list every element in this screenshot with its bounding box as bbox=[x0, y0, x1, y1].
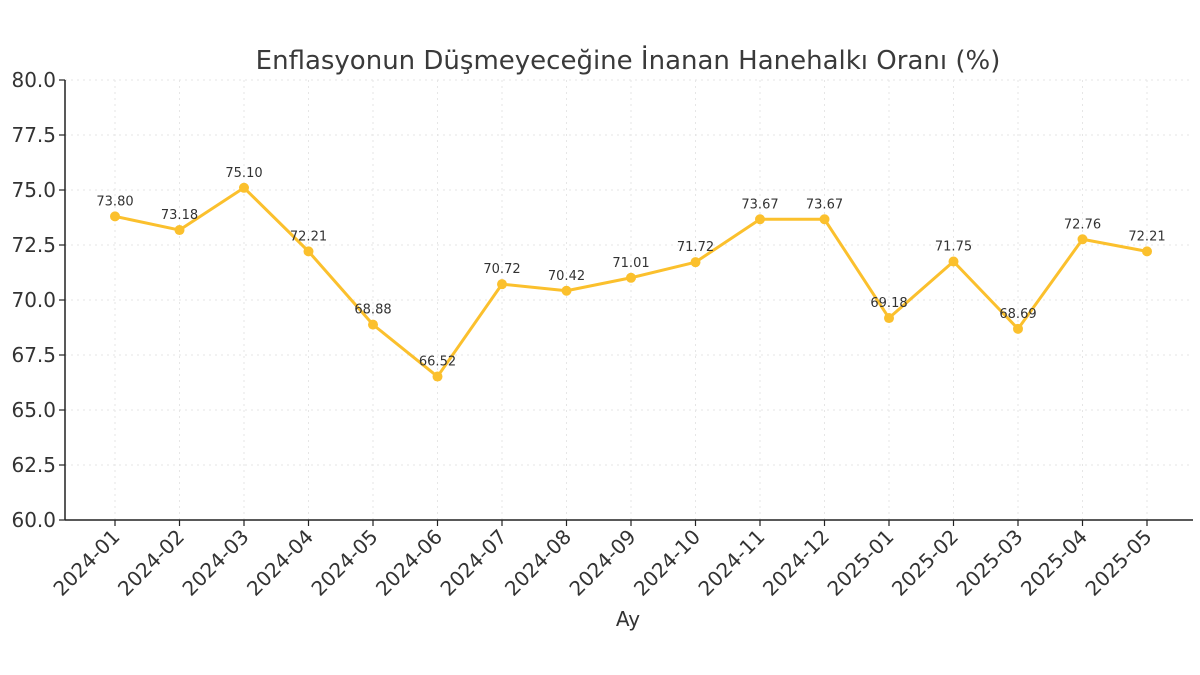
x-tick-label: 2024-04 bbox=[242, 525, 318, 601]
x-tick-label: 2025-05 bbox=[1080, 525, 1156, 601]
y-tick-label: 80.0 bbox=[11, 68, 56, 92]
x-tick-label: 2024-02 bbox=[113, 525, 189, 601]
data-point bbox=[948, 256, 959, 267]
x-tick-label: 2024-12 bbox=[758, 525, 834, 601]
data-point bbox=[561, 285, 572, 296]
data-label: 68.69 bbox=[999, 307, 1036, 322]
x-tick-label: 2025-04 bbox=[1016, 525, 1092, 601]
grid bbox=[65, 79, 1193, 521]
x-tick-label: 2025-03 bbox=[951, 525, 1027, 601]
y-tick-label: 75.0 bbox=[11, 178, 56, 202]
data-point bbox=[368, 319, 378, 330]
chart-title: Enflasyonun Düşmeyeceğine İnanan Hanehal… bbox=[256, 44, 1001, 76]
data-label: 73.67 bbox=[806, 197, 843, 212]
data-label: 66.52 bbox=[419, 355, 456, 370]
data-point bbox=[690, 257, 701, 268]
x-tick-label: 2024-06 bbox=[371, 525, 447, 601]
y-tick-label: 70.0 bbox=[11, 288, 56, 312]
data-point bbox=[303, 246, 314, 257]
y-tick-label: 77.5 bbox=[11, 123, 56, 147]
data-label: 71.72 bbox=[677, 240, 714, 255]
y-tick-label: 65.0 bbox=[11, 398, 56, 422]
x-tick-label: 2024-05 bbox=[306, 525, 382, 601]
y-tick-label: 62.5 bbox=[11, 453, 56, 477]
x-axis-label: Ay bbox=[616, 607, 640, 631]
data-label: 73.18 bbox=[161, 208, 198, 223]
x-tick-label: 2025-01 bbox=[822, 525, 898, 601]
data-label: 72.21 bbox=[1128, 229, 1165, 244]
data-point bbox=[755, 214, 765, 225]
data-label: 72.21 bbox=[290, 229, 327, 244]
data-point bbox=[1142, 246, 1152, 257]
x-tick-label: 2024-10 bbox=[629, 525, 705, 601]
axes: 60.0 62.5 65.0 67.5 70.0 72.5 75.0 77.5 80.0 2024… bbox=[11, 68, 1193, 601]
data-label: 70.42 bbox=[548, 269, 585, 284]
data-label: 72.76 bbox=[1064, 217, 1101, 232]
data-label: 71.75 bbox=[935, 240, 972, 255]
x-tick-label: 2024-03 bbox=[177, 525, 253, 601]
data-label: 70.72 bbox=[483, 262, 520, 277]
y-tick-label: 67.5 bbox=[11, 343, 56, 367]
data-point bbox=[174, 225, 185, 236]
data-point bbox=[884, 313, 894, 324]
series bbox=[110, 182, 1152, 382]
data-point bbox=[1013, 323, 1023, 334]
data-point bbox=[626, 272, 636, 283]
data-point bbox=[239, 182, 249, 193]
data-label: 68.88 bbox=[354, 303, 391, 318]
data-labels: 73.80 73.18 75.10 72.21 68.88 66.52 70.72 70.42… bbox=[96, 166, 1165, 370]
x-tick-label: 2024-01 bbox=[48, 525, 124, 601]
x-tick-label: 2025-02 bbox=[887, 525, 963, 601]
data-label: 73.80 bbox=[96, 194, 133, 209]
data-point bbox=[819, 214, 830, 225]
x-tick-label: 2024-07 bbox=[435, 525, 511, 601]
y-tick-label: 60.0 bbox=[11, 508, 56, 532]
data-label: 73.67 bbox=[741, 197, 778, 212]
x-tick-label: 2024-08 bbox=[500, 525, 576, 601]
data-point bbox=[110, 211, 120, 222]
data-point bbox=[1077, 234, 1088, 245]
data-point bbox=[432, 371, 443, 382]
data-label: 75.10 bbox=[225, 166, 262, 181]
data-label: 71.01 bbox=[612, 256, 649, 271]
data-label: 69.18 bbox=[870, 296, 907, 311]
y-tick-label: 72.5 bbox=[11, 233, 56, 257]
x-tick-label: 2024-11 bbox=[693, 525, 769, 601]
x-tick-label: 2024-09 bbox=[564, 525, 640, 601]
data-point bbox=[497, 279, 507, 290]
